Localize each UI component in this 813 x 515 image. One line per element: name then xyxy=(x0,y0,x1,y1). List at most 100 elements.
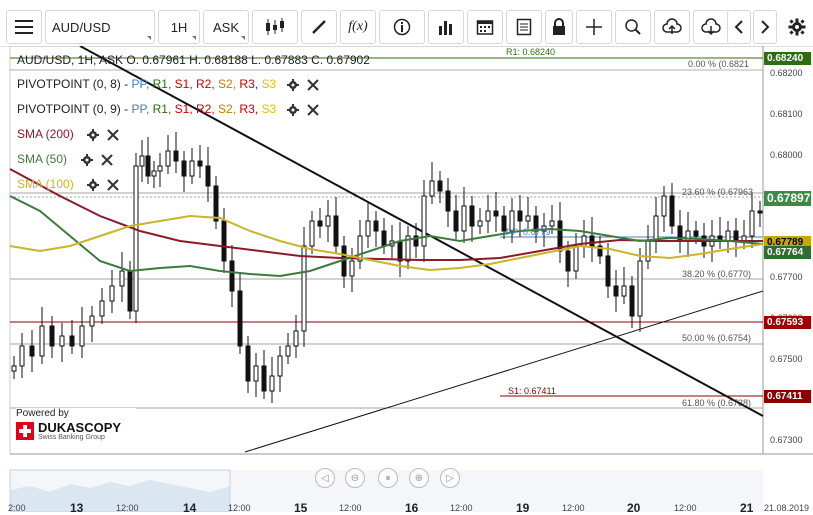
brand-name: DUKASCOPY xyxy=(38,420,122,435)
ohlc-header: AUD/USD, 1H, ASK O. 0.67961 H. 0.68188 L… xyxy=(17,53,370,67)
gear-icon xyxy=(287,104,299,116)
draw-tool-button[interactable] xyxy=(301,10,337,44)
r2-tag: R2, xyxy=(196,77,215,91)
time-label: 2:00 xyxy=(8,503,26,513)
pivot1-actions[interactable] xyxy=(286,78,322,92)
sma50-actions[interactable] xyxy=(80,153,116,167)
pivot1-label: PIVOTPOINT (0, 8) xyxy=(17,77,121,91)
document-icon xyxy=(516,18,532,36)
candle-body xyxy=(517,210,523,222)
candle-body xyxy=(645,240,651,262)
r3-tag: R3, xyxy=(239,77,259,91)
upload-button[interactable] xyxy=(654,10,690,44)
sma50-legend: SMA (50) xyxy=(17,152,68,166)
swiss-cross-icon xyxy=(16,422,34,440)
side-selector[interactable]: ASK xyxy=(203,10,249,44)
candle-body xyxy=(237,290,243,347)
candle-body xyxy=(469,205,475,227)
nav-prev-button[interactable]: ◁ xyxy=(315,468,335,488)
timeframe-label: 1H xyxy=(170,19,188,35)
branding: Powered by DUKASCOPY Swiss Banking Group xyxy=(16,408,136,450)
lock-icon xyxy=(553,18,565,35)
price-label: 0.67500 xyxy=(770,354,803,364)
fib0-label: 0.00 % (0.6821 xyxy=(688,59,750,69)
settings-button[interactable] xyxy=(783,10,811,44)
gear-icon xyxy=(87,179,99,191)
news-button[interactable] xyxy=(506,10,542,44)
chart-area[interactable]: AUD/USD, 1H, ASK O. 0.67961 H. 0.68188 L… xyxy=(0,46,813,515)
chart-type-button[interactable] xyxy=(252,10,298,44)
candle-body xyxy=(437,180,443,192)
candle-body xyxy=(181,160,187,177)
candle-body xyxy=(245,345,251,382)
calendar-button[interactable] xyxy=(467,10,503,44)
symbol-selector[interactable]: AUD/USD xyxy=(45,10,155,44)
candle-body xyxy=(461,205,467,232)
timeframe-selector[interactable]: 1H xyxy=(158,10,200,44)
candle-body xyxy=(173,150,179,162)
download-button[interactable] xyxy=(693,10,729,44)
scroll-right-button[interactable] xyxy=(753,10,777,44)
indicators-button[interactable]: f(x) xyxy=(340,10,376,44)
close-icon xyxy=(107,179,119,191)
time-label: 12:00 xyxy=(228,503,251,513)
volume-button[interactable] xyxy=(428,10,464,44)
fib618-label: 61.80 % (0.6738) xyxy=(682,398,752,408)
candle-body xyxy=(357,235,363,262)
close-icon xyxy=(101,154,113,166)
close-icon xyxy=(307,104,319,116)
candle-body xyxy=(127,270,133,312)
candle-body xyxy=(11,365,17,372)
side-label: ASK xyxy=(212,19,239,35)
candle-body xyxy=(653,215,659,242)
day-label: 14 xyxy=(183,501,197,515)
info-button[interactable] xyxy=(379,10,425,44)
toolbar: AUD/USD 1H ASK f(x) xyxy=(0,0,813,47)
candle-body xyxy=(59,335,65,347)
nav-next-button[interactable]: ▷ xyxy=(440,468,460,488)
price-label: 0.68000 xyxy=(770,150,803,160)
nav-zoom-in-button[interactable]: ⊕ xyxy=(409,468,429,488)
fib236-label: 23.60 % (0.67963 xyxy=(682,187,754,197)
day-label: 16 xyxy=(405,501,419,515)
candle-body xyxy=(621,285,627,297)
fib382-label: 38.20 % (0.6770) xyxy=(682,269,752,279)
hamburger-icon xyxy=(15,20,33,34)
candlestick-icon xyxy=(266,18,284,35)
candle-body xyxy=(229,260,235,292)
price-label: 0.68200 xyxy=(770,68,803,78)
time-label: 12:00 xyxy=(674,503,697,513)
candle-body xyxy=(301,245,307,332)
crosshair-button[interactable] xyxy=(576,10,612,44)
candle-body xyxy=(573,245,579,272)
candle-body xyxy=(413,235,419,247)
candle-body xyxy=(49,325,55,347)
zoom-button[interactable] xyxy=(615,10,651,44)
r1-level-label: R1: 0.68240 xyxy=(506,47,556,57)
candle-body xyxy=(661,195,667,217)
day-label: 13 xyxy=(70,501,84,515)
close-icon xyxy=(307,79,319,91)
lock-button[interactable] xyxy=(545,10,573,44)
scroll-left-button[interactable] xyxy=(727,10,751,44)
zoom-in-icon: ⊕ xyxy=(414,472,424,484)
candle-body xyxy=(205,165,211,187)
menu-button[interactable] xyxy=(6,10,42,44)
candle-body xyxy=(189,160,195,177)
nav-zoom-out-button[interactable]: ⊖ xyxy=(345,468,365,488)
candle-body xyxy=(509,210,515,232)
candle-body xyxy=(381,230,387,247)
candle-body xyxy=(693,230,699,237)
function-icon: f(x) xyxy=(348,19,368,34)
price-label: 0.68100 xyxy=(770,109,803,119)
candle-body xyxy=(119,270,125,287)
candle-body xyxy=(269,375,275,392)
uptrend-line xyxy=(244,290,764,453)
sma100-actions[interactable] xyxy=(86,178,122,192)
pivot2-actions[interactable] xyxy=(286,103,322,117)
nav-reset-button[interactable]: ⏸ xyxy=(378,468,398,488)
candle-body xyxy=(213,185,219,222)
s1-tag: S1, xyxy=(174,77,193,91)
candle-body xyxy=(253,365,259,382)
sma200-actions[interactable] xyxy=(86,128,122,142)
